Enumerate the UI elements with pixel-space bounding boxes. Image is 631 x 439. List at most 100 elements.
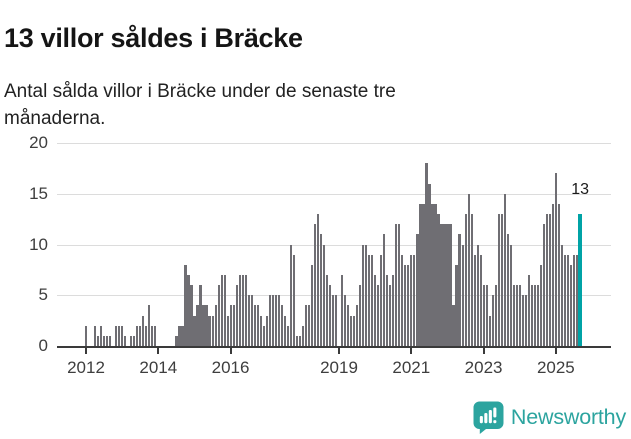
bar [136, 325, 139, 346]
bar [542, 224, 545, 346]
bar [325, 274, 329, 346]
bar [211, 315, 214, 346]
x-axis-label: 2019 [320, 358, 358, 377]
newsworthy-logo-text: Newsworthy [510, 405, 626, 429]
bar [518, 285, 521, 346]
bar [467, 193, 470, 346]
bar [419, 203, 422, 346]
x-axis-tick [482, 348, 485, 354]
bar [220, 274, 223, 346]
bar [374, 274, 377, 346]
bar [316, 214, 320, 346]
bar [368, 254, 371, 346]
bar [301, 325, 305, 346]
gridline-y15 [57, 193, 611, 195]
bar [557, 203, 561, 346]
bar [371, 254, 374, 346]
bar [106, 335, 109, 346]
bar [449, 224, 452, 346]
bar [118, 325, 121, 346]
bar [139, 325, 142, 346]
bar [434, 203, 437, 346]
x-axis-tick [229, 348, 232, 354]
bar [223, 274, 226, 346]
x-axis-tick [157, 348, 160, 354]
bar [226, 315, 229, 346]
bar [187, 274, 190, 346]
bar [232, 305, 235, 346]
x-axis-label: 2014 [139, 358, 178, 377]
bar [572, 254, 576, 346]
bar [350, 315, 353, 346]
bar [250, 295, 253, 346]
bar [494, 285, 497, 346]
bar [452, 305, 455, 346]
bar [241, 274, 244, 346]
bar [443, 224, 446, 346]
bar [407, 264, 410, 346]
gridline-y10 [57, 244, 611, 246]
bar [94, 325, 97, 346]
bar [398, 224, 401, 346]
bar [322, 244, 326, 346]
bar [283, 315, 286, 346]
bar [341, 274, 344, 346]
bar [277, 295, 280, 346]
bar [365, 244, 368, 346]
y-axis-label: 20 [29, 133, 48, 152]
bar [259, 315, 262, 346]
x-axis-tick [338, 348, 340, 354]
bar [319, 234, 323, 346]
bar [295, 335, 299, 346]
x-axis-tick [410, 348, 413, 354]
bar [440, 224, 443, 346]
bar [491, 295, 494, 346]
x-axis-label: 2016 [211, 358, 250, 377]
bar [334, 295, 338, 346]
bar [199, 285, 202, 346]
y-axis-label: 10 [29, 234, 48, 254]
bar [331, 295, 335, 346]
chart-subtitle: Antal sålda villor i Bräcke under de sen… [4, 81, 396, 129]
bar [563, 254, 567, 346]
bar [437, 214, 440, 346]
bar [554, 173, 558, 346]
bar [533, 285, 536, 346]
bar [229, 305, 232, 346]
bar [178, 325, 181, 346]
bar [548, 214, 552, 346]
bar [485, 285, 488, 346]
y-axis-label: 5 [38, 285, 48, 305]
bar [455, 264, 458, 346]
bar [103, 335, 106, 346]
bar [292, 254, 295, 346]
bar [256, 305, 259, 346]
bar [235, 285, 238, 346]
bar [566, 254, 570, 346]
bar [304, 305, 308, 346]
newsworthy-logo-icon [473, 401, 504, 434]
highlighted-bar [578, 214, 582, 346]
bar [307, 305, 311, 346]
bar [536, 285, 539, 346]
bar [545, 214, 549, 346]
bar [362, 244, 365, 346]
bar [175, 335, 178, 346]
bar [265, 315, 268, 346]
bar [124, 335, 127, 346]
x-axis-label: 2023 [464, 358, 503, 377]
bar [506, 234, 509, 346]
bar [515, 285, 518, 346]
bar [217, 285, 220, 346]
value-label: 13 [568, 181, 593, 199]
bar [214, 305, 217, 346]
newsworthy-logo[interactable]: Newsworthy [473, 401, 626, 434]
bar [347, 305, 350, 346]
bar [383, 234, 386, 346]
bar [503, 193, 506, 346]
bar [109, 335, 112, 346]
bar [115, 325, 118, 346]
bar [497, 214, 500, 346]
bar [193, 315, 196, 346]
